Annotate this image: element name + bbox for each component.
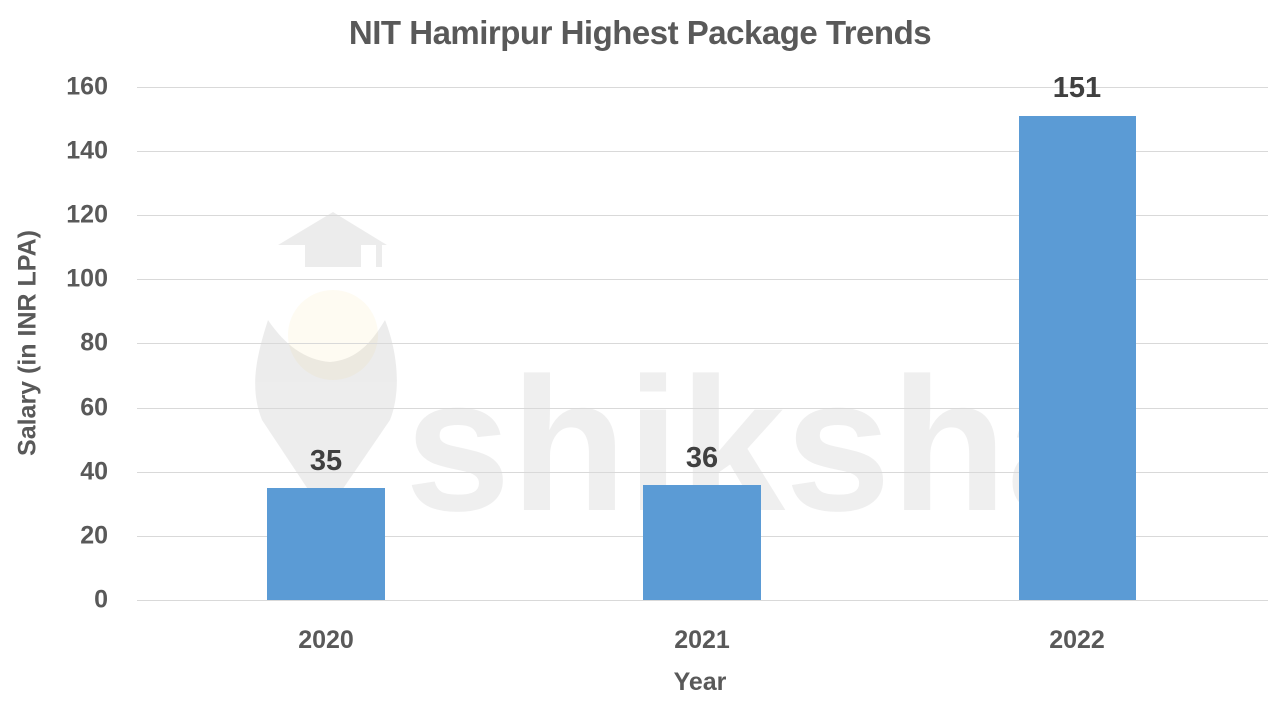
gridline-40 <box>137 472 1268 473</box>
y-tick: 40 <box>80 457 108 486</box>
y-tick: 140 <box>66 136 108 165</box>
gridline-120 <box>137 215 1268 216</box>
gridline-160 <box>137 87 1268 88</box>
y-tick: 160 <box>66 72 108 101</box>
gridline-140 <box>137 151 1268 152</box>
x-tick-2021: 2021 <box>674 626 730 654</box>
y-tick: 60 <box>80 393 108 422</box>
y-tick: 80 <box>80 328 108 357</box>
y-axis-label: Salary (in INR LPA) <box>13 230 42 456</box>
bar-2021 <box>643 485 761 600</box>
x-axis-line <box>137 600 1268 601</box>
y-tick: 0 <box>94 585 108 614</box>
bar-2022 <box>1019 116 1136 600</box>
y-tick: 20 <box>80 521 108 550</box>
bar-2020 <box>267 488 385 600</box>
gridline-80 <box>137 343 1268 344</box>
gridline-60 <box>137 408 1268 409</box>
x-tick-2020: 2020 <box>298 626 354 654</box>
x-tick-2022: 2022 <box>1049 626 1105 654</box>
x-axis-label: Year <box>673 668 727 696</box>
data-label-2021: 36 <box>685 442 719 474</box>
y-tick: 120 <box>66 200 108 229</box>
graduation-cap-icon <box>278 212 387 245</box>
chart-title: NIT Hamirpur Highest Package Trends <box>348 14 932 51</box>
gridline-100 <box>137 279 1268 280</box>
data-label-2022: 151 <box>1052 72 1102 104</box>
pin-icon <box>255 320 397 515</box>
y-tick: 100 <box>66 264 108 293</box>
data-label-2020: 35 <box>309 445 343 477</box>
